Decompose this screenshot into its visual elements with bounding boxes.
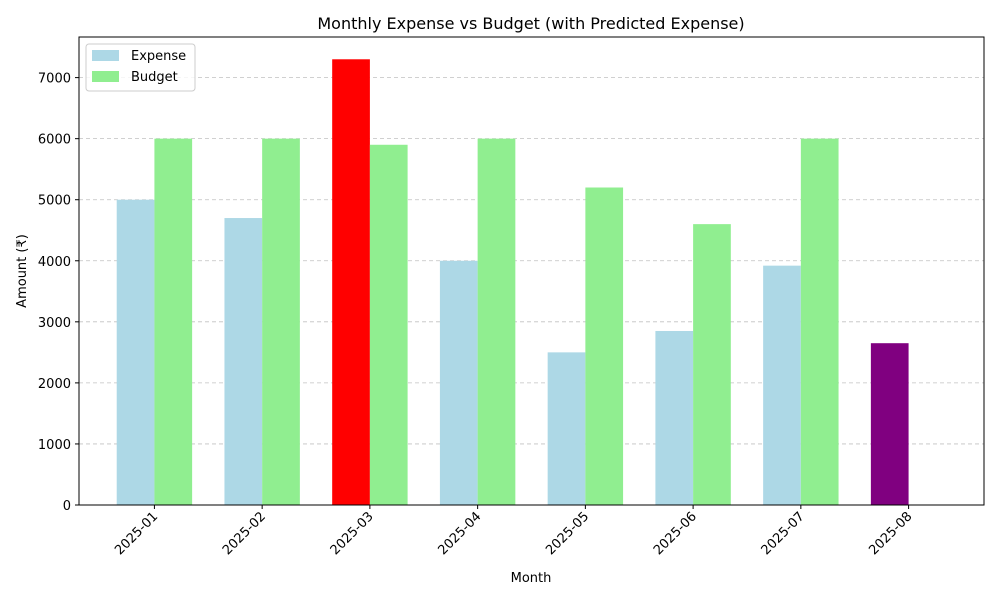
axes-frame	[78, 36, 985, 506]
y-axis: 0 1000 2000 3000 4000 5000 6000 7000	[38, 72, 79, 514]
bar-budget-2025-07	[800, 138, 839, 505]
bar-budget-2025-03	[369, 144, 408, 505]
y-tick-label: 1000	[38, 438, 71, 453]
bar-expense-2025-08	[870, 343, 909, 505]
x-tick-label: 2025-05	[543, 509, 592, 558]
legend-swatch-budget	[92, 71, 119, 82]
bar-expense-2025-02	[224, 218, 263, 505]
x-axis: 2025-01 2025-02 2025-03 2025-04 2025-05 2025-…	[112, 505, 915, 558]
y-tick-label: 6000	[38, 133, 71, 148]
y-tick-label: 3000	[38, 316, 71, 331]
legend-label-budget: Budget	[131, 70, 178, 85]
y-tick-label: 5000	[38, 194, 71, 209]
chart-title: Monthly Expense vs Budget (with Predicte…	[317, 14, 744, 33]
y-tick-label: 7000	[38, 72, 71, 87]
bar-expense-2025-04	[439, 260, 478, 505]
x-tick-label: 2025-01	[112, 509, 161, 558]
x-tick-label: 2025-02	[220, 509, 269, 558]
bar-budget-2025-01	[154, 138, 193, 505]
legend: Expense Budget	[85, 43, 196, 92]
x-tick-label: 2025-06	[651, 509, 700, 558]
x-tick-label: 2025-07	[759, 509, 808, 558]
x-tick-label: 2025-04	[435, 509, 484, 558]
x-axis-label: Month	[511, 571, 552, 586]
y-tick-label: 4000	[38, 255, 71, 270]
bar-budget-2025-04	[477, 138, 516, 505]
bar-expense-2025-01	[116, 199, 155, 505]
legend-swatch-expense	[92, 50, 119, 61]
grid-lines	[79, 77, 984, 445]
bars	[116, 59, 909, 506]
bar-expense-2025-05	[547, 352, 586, 505]
bar-expense-2025-06	[655, 330, 694, 505]
bar-budget-2025-05	[585, 187, 624, 506]
y-axis-label: Amount (₹)	[15, 234, 30, 308]
legend-label-expense: Expense	[131, 49, 186, 64]
x-tick-label: 2025-08	[866, 509, 915, 558]
bar-budget-2025-02	[262, 138, 300, 505]
bar-expense-2025-03	[332, 59, 370, 506]
y-tick-label: 0	[63, 499, 71, 514]
y-tick-label: 2000	[38, 377, 71, 392]
bar-budget-2025-06	[693, 224, 731, 505]
bar-expense-2025-07	[763, 265, 801, 505]
x-tick-label: 2025-03	[328, 509, 377, 558]
